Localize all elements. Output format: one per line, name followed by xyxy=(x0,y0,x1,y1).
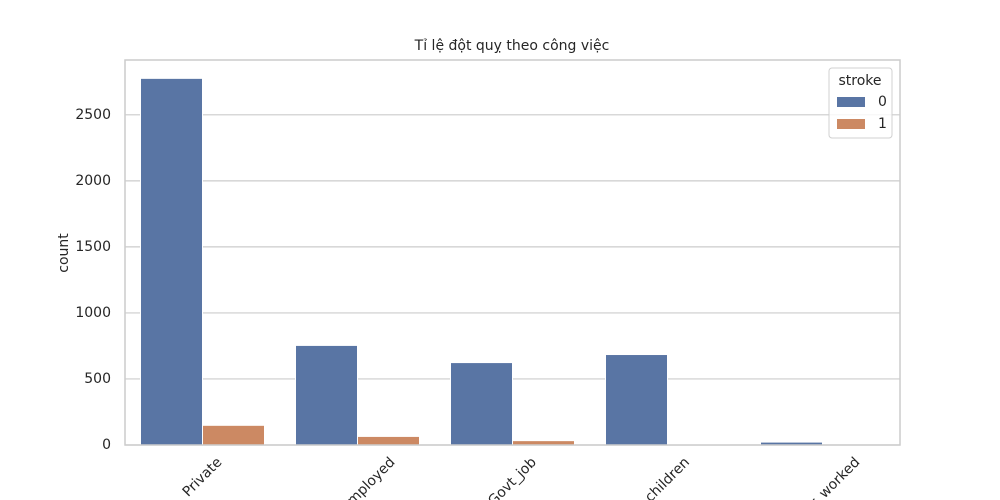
bar xyxy=(202,424,265,446)
y-tick-label: 1000 xyxy=(75,305,111,321)
bar xyxy=(140,77,203,446)
bar xyxy=(605,354,668,446)
bar xyxy=(450,362,513,446)
legend-label: 1 xyxy=(878,116,887,132)
x-tick-label: Govt_job xyxy=(485,454,540,500)
legend-label: 0 xyxy=(878,94,887,110)
y-tick-label: 2000 xyxy=(75,173,111,189)
legend-title: stroke xyxy=(838,73,881,89)
x-tick-label: Private xyxy=(180,454,226,500)
y-tick-label: 2500 xyxy=(75,107,111,123)
bar xyxy=(357,435,420,446)
y-axis-label: count xyxy=(56,233,72,273)
plot-frame xyxy=(124,59,901,446)
y-tick-label: 1500 xyxy=(75,239,111,255)
x-tick-label: Self-employed xyxy=(316,454,398,500)
x-tick-label: Never_worked xyxy=(782,454,864,500)
bar xyxy=(295,344,358,446)
chart-title: Tỉ lệ đột quỵ theo công việc xyxy=(414,38,610,54)
legend-swatch xyxy=(837,119,865,129)
x-tick-label: children xyxy=(642,454,693,500)
y-tick-label: 500 xyxy=(84,371,111,387)
y-tick-label: 0 xyxy=(102,437,111,453)
legend-swatch xyxy=(837,97,865,107)
